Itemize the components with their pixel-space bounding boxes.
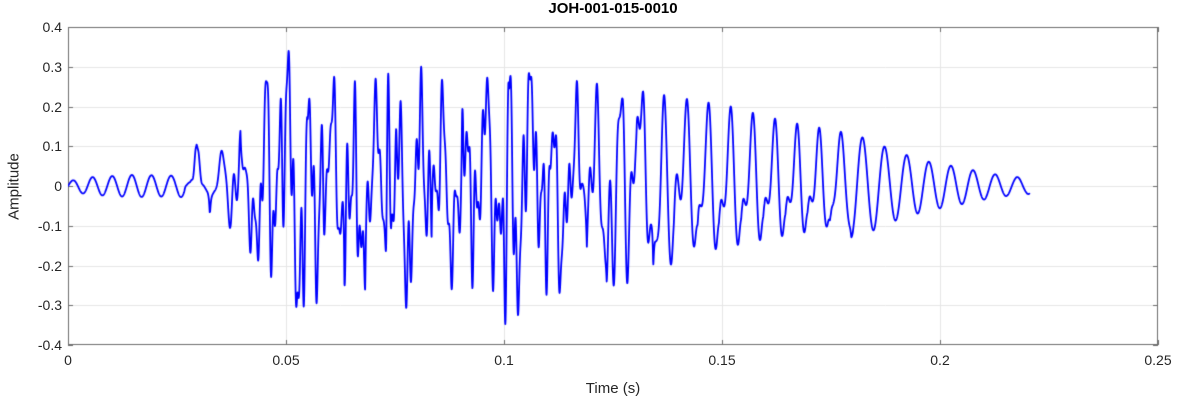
y-tick-label: 0.4 [42,19,62,35]
y-tick-label: 0.3 [42,58,62,75]
x-tick-label: 0 [64,352,72,368]
plot-title: JOH-001-015-0010 [548,0,678,17]
y-tick-label: -0.2 [37,257,62,274]
y-tick-label: 0.1 [42,138,62,155]
x-tick-label: 0.15 [708,352,736,368]
y-tick-label: -0.1 [37,217,62,234]
x-tick-label: 0.05 [272,352,300,368]
y-tick-label: -0.4 [37,337,62,353]
y-tick-label: 0 [54,178,62,194]
x-tick-label: 0.2 [930,352,950,368]
x-tick-label: 0.25 [1144,352,1172,368]
y-tick-label: 0.2 [42,98,62,115]
y-tick-label: -0.3 [37,297,62,314]
x-axis-label: Time (s) [585,380,641,397]
x-tick-label: 0.1 [494,352,514,368]
